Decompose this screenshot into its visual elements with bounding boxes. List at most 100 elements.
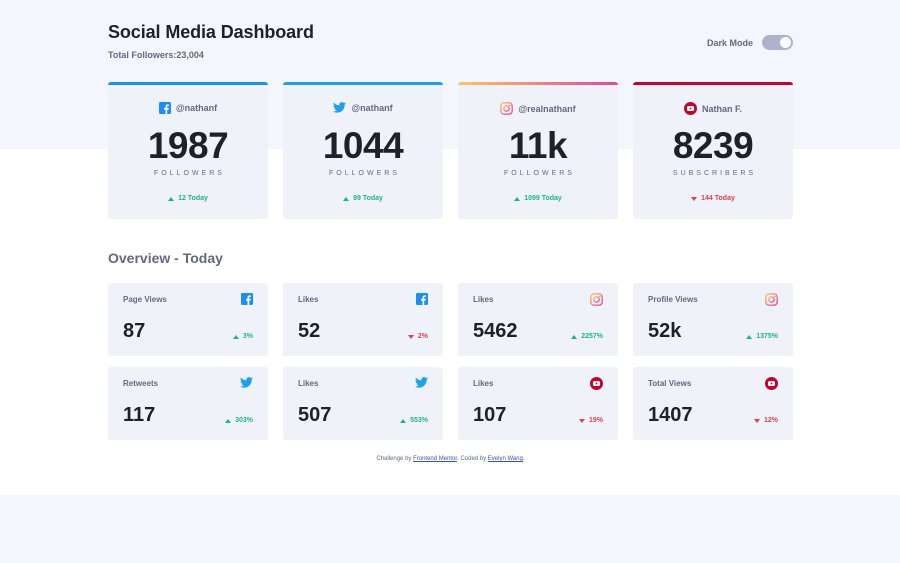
metric-change-text: 12%	[763, 417, 778, 424]
metric-value: 52	[298, 320, 321, 342]
metric-change-text: 2257%	[581, 333, 603, 340]
metric-change-text: 19%	[588, 417, 603, 424]
overview-card-twitter-retweets[interactable]: Retweets 117 303%	[108, 367, 268, 440]
today-change: 99 Today	[283, 195, 443, 202]
count-unit: FOLLOWERS	[504, 170, 575, 177]
metric-change-text: 2%	[417, 333, 428, 340]
down-arrow-icon	[578, 418, 585, 423]
metric-label: Likes	[473, 379, 494, 388]
dark-mode-control: Dark Mode	[707, 35, 793, 50]
toggle-knob	[780, 37, 791, 48]
twitter-icon	[240, 377, 253, 388]
dark-mode-toggle[interactable]	[762, 35, 793, 50]
follower-count: 1044	[322, 125, 404, 166]
metric-label: Page Views	[123, 295, 167, 304]
youtube-icon	[765, 377, 778, 390]
attribution-prefix: Challenge by	[376, 456, 414, 462]
up-arrow-icon	[400, 418, 407, 423]
card-handle: Nathan F.	[633, 102, 793, 115]
metric-label: Likes	[473, 295, 494, 304]
metric-change: 2%	[407, 333, 428, 340]
metric-label: Likes	[298, 379, 319, 388]
metric-change: 19%	[578, 417, 603, 424]
metric-value: 107	[473, 404, 507, 426]
count-unit: SUBSCRIBERS	[672, 170, 757, 177]
card-top-bar	[458, 82, 618, 85]
attribution: Challenge by Frontend Mentor. Coded by E…	[108, 456, 793, 462]
up-arrow-icon	[514, 196, 521, 201]
youtube-icon	[683, 102, 697, 115]
card-instagram[interactable]: @realnathanf 11k FOLLOWERS 1099 Today	[458, 82, 618, 219]
overview-title: Overview - Today	[108, 250, 223, 266]
overview-card-instagram-likes[interactable]: Likes 5462 2257%	[458, 283, 618, 356]
overview-card-youtube-total-views[interactable]: Total Views 1407 12%	[633, 367, 793, 440]
handle-text: @nathanf	[351, 102, 393, 113]
count-unit: FOLLOWERS	[329, 170, 400, 177]
metric-change-text: 1375%	[756, 333, 778, 340]
up-arrow-icon	[746, 334, 753, 339]
today-change: 1099 Today	[458, 195, 618, 202]
header: Social Media Dashboard Total Followers:2…	[108, 22, 793, 67]
follower-count: 1987	[147, 125, 229, 166]
overview-card-twitter-likes[interactable]: Likes 507 553%	[283, 367, 443, 440]
card-handle: @nathanf	[283, 102, 443, 113]
metric-label: Retweets	[123, 379, 159, 388]
total-followers-label: Total Followers:	[108, 50, 177, 60]
metric-change: 12%	[753, 417, 778, 424]
metric-value: 507	[298, 404, 332, 426]
metric-value: 87	[123, 320, 146, 342]
metric-value: 1407	[648, 404, 693, 426]
down-arrow-icon	[691, 196, 698, 201]
metric-change-text: 303%	[235, 417, 253, 424]
metric-change: 303%	[225, 417, 253, 424]
follower-cards: @nathanf 1987 FOLLOWERS 12 Today @nathan…	[108, 82, 793, 219]
author-link[interactable]: Evelyn Wang	[487, 456, 523, 462]
twitter-icon	[333, 102, 347, 113]
today-change-text: 12 Today	[178, 195, 208, 202]
overview-card-instagram-profile-views[interactable]: Profile Views 52k 1375%	[633, 283, 793, 356]
metric-label: Total Views	[648, 379, 692, 388]
card-youtube[interactable]: Nathan F. 8239 SUBSCRIBERS 144 Today	[633, 82, 793, 219]
facebook-icon	[241, 293, 253, 305]
card-twitter[interactable]: @nathanf 1044 FOLLOWERS 99 Today	[283, 82, 443, 219]
metric-change: 3%	[232, 333, 253, 340]
instagram-icon	[590, 293, 603, 306]
total-followers-value: 23,004	[176, 50, 204, 60]
metric-value: 52k	[648, 320, 682, 342]
metric-value: 117	[123, 404, 156, 426]
attribution-middle: . Coded by	[457, 456, 488, 462]
frontend-mentor-link[interactable]: Frontend Mentor	[413, 456, 458, 462]
metric-change-text: 3%	[242, 333, 253, 340]
facebook-icon	[416, 293, 428, 305]
page-title: Social Media Dashboard	[108, 22, 314, 42]
metric-label: Likes	[298, 295, 319, 304]
overview-card-facebook-page-views[interactable]: Page Views 87 3%	[108, 283, 268, 356]
card-top-bar	[108, 82, 268, 85]
dark-mode-label: Dark Mode	[706, 37, 753, 48]
down-arrow-icon	[753, 418, 760, 423]
subscriber-count: 8239	[672, 125, 754, 166]
overview-card-facebook-likes[interactable]: Likes 52 2%	[283, 283, 443, 356]
card-facebook[interactable]: @nathanf 1987 FOLLOWERS 12 Today	[108, 82, 268, 219]
metric-value: 5462	[473, 320, 518, 342]
today-change: 12 Today	[108, 195, 268, 202]
today-change-text: 99 Today	[353, 195, 383, 202]
total-followers: Total Followers:23,004	[108, 50, 793, 60]
down-arrow-icon	[407, 334, 414, 339]
overview-card-youtube-likes[interactable]: Likes 107 19%	[458, 367, 618, 440]
up-arrow-icon	[571, 334, 578, 339]
card-handle: @realnathanf	[458, 102, 618, 115]
today-change: 144 Today	[633, 195, 793, 202]
card-handle: @nathanf	[108, 102, 268, 114]
card-top-bar	[283, 82, 443, 85]
youtube-icon	[590, 377, 603, 390]
metric-label: Profile Views	[648, 295, 698, 304]
up-arrow-icon	[225, 418, 232, 423]
facebook-icon	[158, 102, 171, 114]
today-change-text: 1099 Today	[524, 195, 562, 202]
card-top-bar	[633, 82, 793, 85]
follower-count: 11k	[508, 125, 568, 166]
up-arrow-icon	[168, 196, 175, 201]
metric-change-text: 553%	[410, 417, 428, 424]
metric-change: 2257%	[571, 333, 603, 340]
